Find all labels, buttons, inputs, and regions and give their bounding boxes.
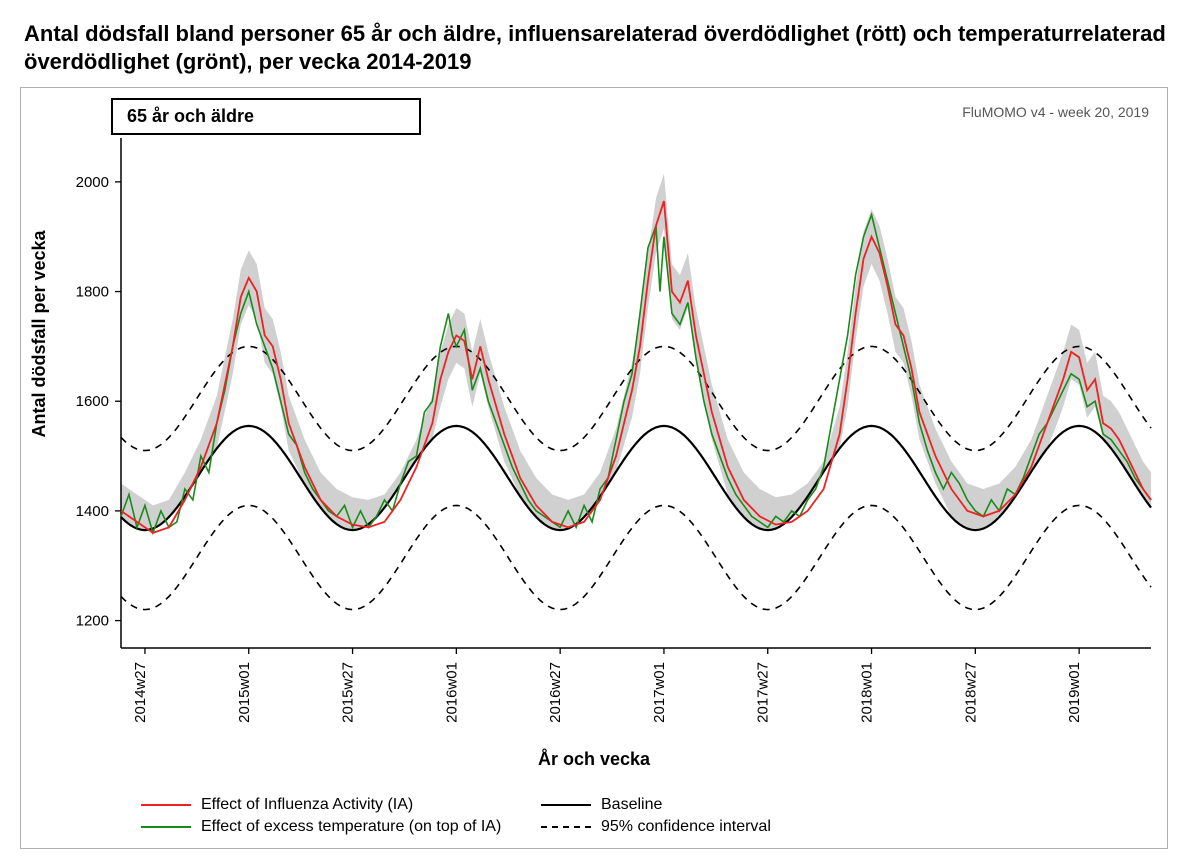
grey-band [121, 174, 1151, 530]
y-tick-label: 1600 [76, 393, 109, 410]
subtitle-box: 65 år och äldre [111, 98, 421, 135]
legend: Effect of Influenza Activity (IA) Baseli… [141, 796, 901, 836]
x-tick-label: 2016w27 [547, 662, 564, 723]
y-tick-label: 1200 [76, 613, 109, 630]
x-tick-label: 2014w27 [132, 662, 149, 723]
x-tick-label: 2017w27 [755, 662, 772, 723]
chart-svg: 1200 1400 1600 1800 2000 2014w27 2015w01 2015w2… [21, 88, 1167, 848]
x-tick-label: 2015w01 [236, 662, 253, 723]
x-tick-label: 2018w01 [859, 662, 876, 723]
y-tick-label: 1800 [76, 284, 109, 301]
x-tick-label: 2019w01 [1066, 662, 1083, 723]
source-note: FluMOMO v4 - week 20, 2019 [962, 104, 1149, 120]
legend-label-ci: 95% confidence interval [601, 818, 901, 836]
x-tick-label: 2016w01 [443, 662, 460, 723]
x-tick-label: 2018w27 [962, 662, 979, 723]
legend-swatch-green [141, 826, 191, 828]
y-axis-label: Antal dödsfall per vecka [29, 230, 50, 437]
page: Antal dödsfall bland personer 65 år och … [0, 0, 1188, 859]
legend-label-baseline: Baseline [601, 796, 901, 814]
legend-label-red: Effect of Influenza Activity (IA) [201, 796, 541, 814]
x-axis-label: År och vecka [21, 749, 1167, 770]
chart-frame: 65 år och äldre FluMOMO v4 - week 20, 20… [20, 87, 1168, 849]
chart-title: Antal dödsfall bland personer 65 år och … [24, 20, 1168, 75]
legend-swatch-red [141, 804, 191, 806]
legend-swatch-baseline [541, 804, 591, 806]
legend-label-green: Effect of excess temperature (on top of … [201, 818, 541, 836]
legend-swatch-ci [541, 826, 591, 828]
x-tick-label: 2015w27 [340, 662, 357, 723]
y-tick-label: 2000 [76, 174, 109, 191]
y-tick-label: 1400 [76, 503, 109, 520]
x-tick-label: 2017w01 [651, 662, 668, 723]
